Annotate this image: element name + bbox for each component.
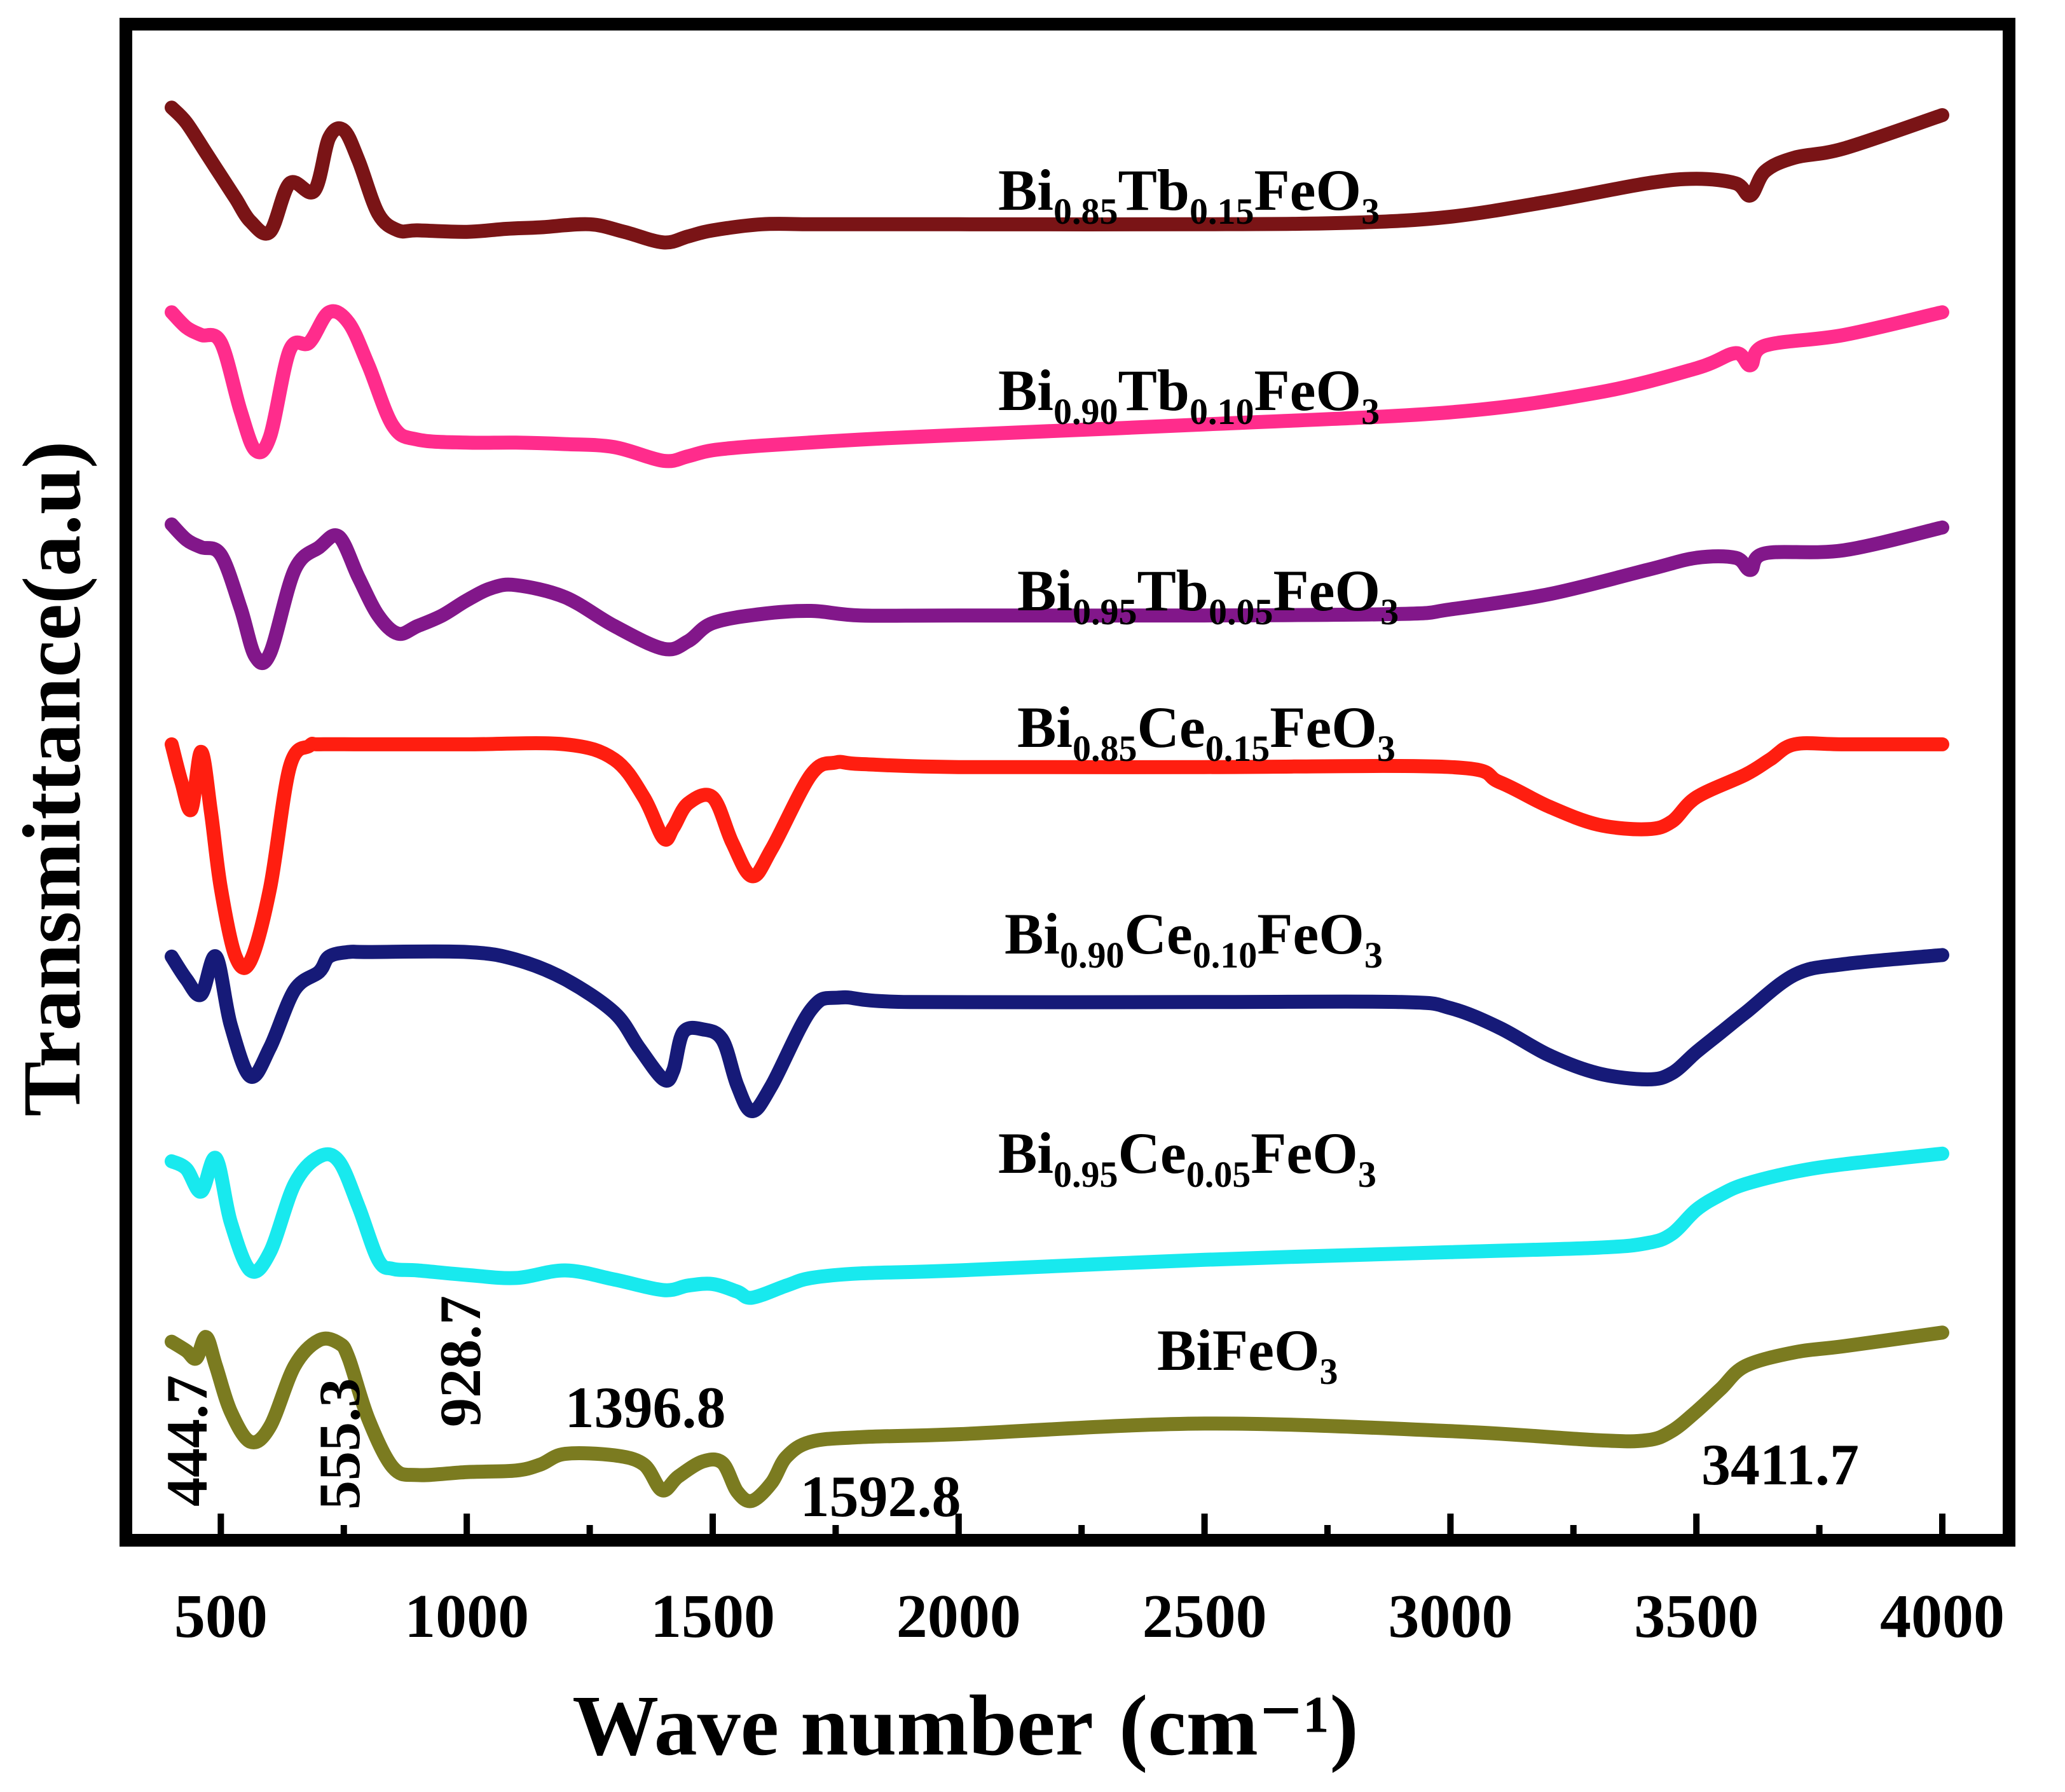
plot-frame bbox=[120, 18, 2015, 1547]
series-line-4 bbox=[165, 736, 1949, 975]
peak-label-444.7: 444.7 bbox=[154, 1375, 219, 1507]
series-line-6 bbox=[165, 1146, 1949, 1305]
peak-label-928.7: 928.7 bbox=[428, 1296, 493, 1427]
series-lines bbox=[165, 100, 1949, 1508]
x-tick-label-2500: 2500 bbox=[1142, 1582, 1267, 1651]
x-axis-tick-labels: 500 1000 1500 2000 2500 3000 3500 4000 bbox=[174, 1582, 2005, 1651]
series-line-7 bbox=[165, 1325, 1949, 1508]
series-label-5: Bi0.90Ce0.10FeO3 bbox=[1005, 901, 1383, 976]
x-axis-title: Wave number bbox=[572, 1678, 1094, 1774]
peak-label-555.3: 555.3 bbox=[307, 1378, 372, 1510]
series-label-6: Bi0.95Ce0.05FeO3 bbox=[998, 1121, 1376, 1195]
x-axis-ticks bbox=[217, 1514, 1945, 1540]
series-label-4: Bi0.85Ce0.15FeO3 bbox=[1017, 695, 1396, 769]
peak-label-1592.8: 1592.8 bbox=[800, 1464, 961, 1529]
x-tick-label-500: 500 bbox=[174, 1582, 268, 1651]
series-labels: Bi0.85Tb0.15FeO3 Bi0.90Tb0.10FeO3 Bi0.95Tb… bbox=[998, 158, 1399, 1392]
x-tick-label-2000: 2000 bbox=[896, 1582, 1021, 1651]
y-axis-title: Transmittance(a.u) bbox=[6, 441, 98, 1117]
series-line-3 bbox=[165, 517, 1949, 670]
x-tick-label-1500: 1500 bbox=[650, 1582, 775, 1651]
peak-label-3411.7: 3411.7 bbox=[1701, 1432, 1859, 1497]
peak-annotations: 444.7 555.3 928.7 1396.8 1592.8 3411.7 bbox=[154, 1296, 1859, 1529]
series-label-1: Bi0.85Tb0.15FeO3 bbox=[998, 158, 1380, 232]
series-line-2 bbox=[165, 304, 1949, 469]
peak-label-1396.8: 1396.8 bbox=[565, 1375, 726, 1440]
x-tick-label-4000: 4000 bbox=[1880, 1582, 2005, 1651]
series-line-5 bbox=[165, 944, 1949, 1118]
series-label-2: Bi0.90Tb0.10FeO3 bbox=[998, 358, 1380, 432]
series-label-7: BiFeO3 bbox=[1157, 1318, 1338, 1392]
series-label-3: Bi0.95Tb0.05FeO3 bbox=[1017, 558, 1399, 633]
x-axis-unit: (cm⁻¹) bbox=[1119, 1678, 1359, 1774]
x-tick-label-1000: 1000 bbox=[404, 1582, 529, 1651]
series-line-1 bbox=[165, 100, 1949, 250]
x-tick-label-3000: 3000 bbox=[1388, 1582, 1513, 1651]
x-tick-label-3500: 3500 bbox=[1634, 1582, 1759, 1651]
